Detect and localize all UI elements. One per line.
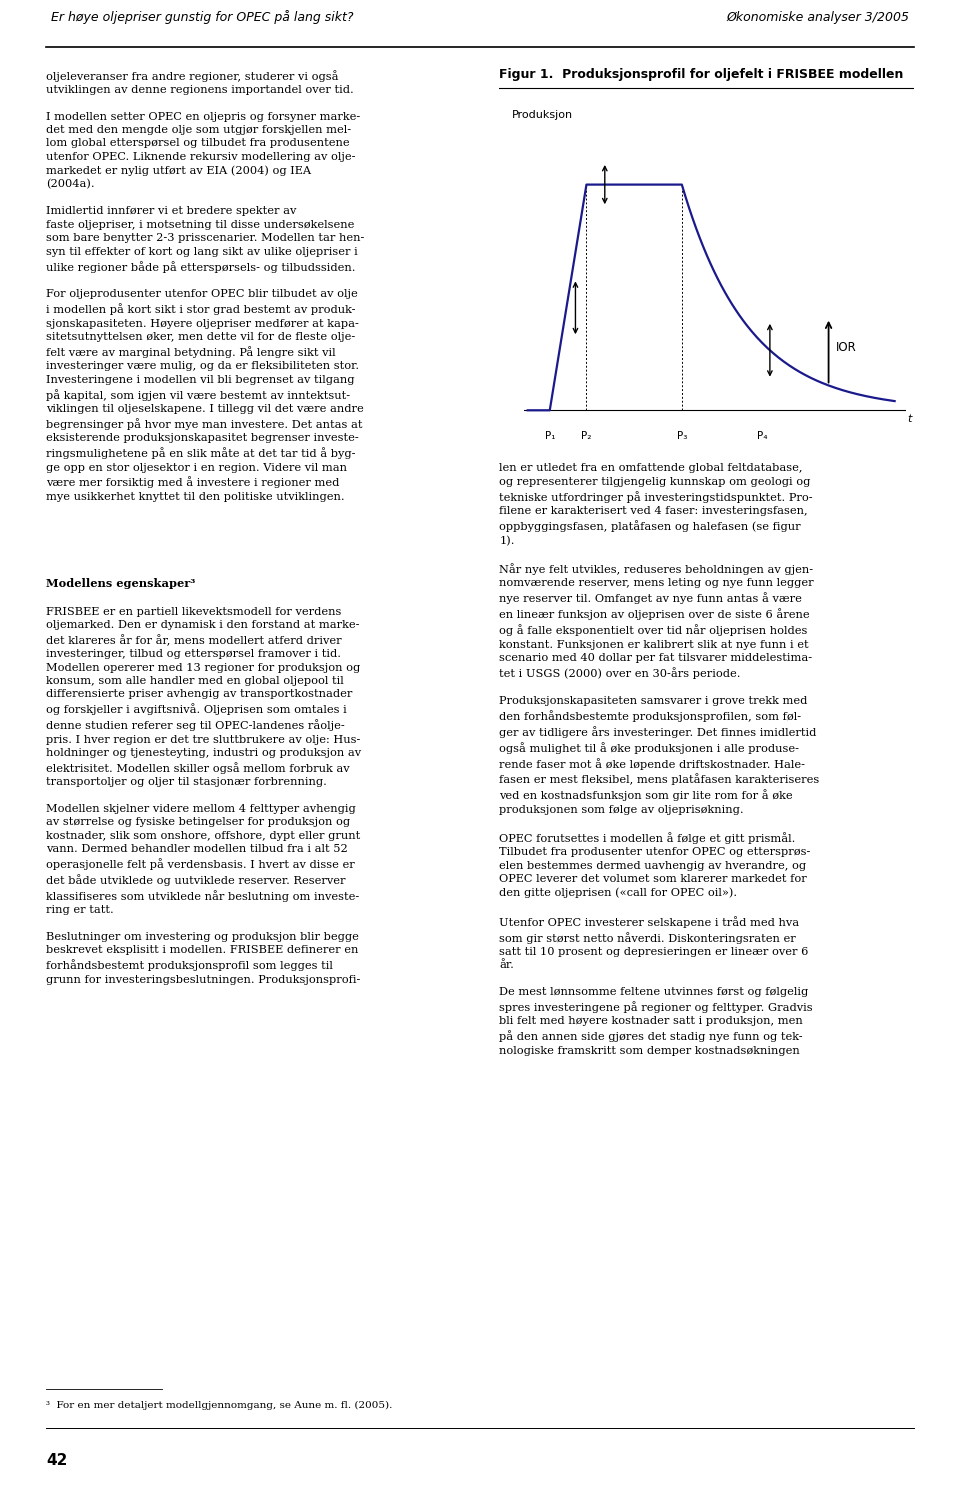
Text: Er høye oljepriser gunstig for OPEC på lang sikt?: Er høye oljepriser gunstig for OPEC på l… (51, 10, 353, 24)
Text: oljeleveranser fra andre regioner, studerer vi også
utviklingen av denne regione: oljeleveranser fra andre regioner, stude… (46, 70, 365, 502)
Text: P₃: P₃ (677, 431, 687, 441)
Text: IOR: IOR (836, 340, 856, 353)
Text: len er utledet fra en omfattende global feltdatabase,
og representerer tilgjenge: len er utledet fra en omfattende global … (499, 463, 820, 1056)
Text: Økonomiske analyser 3/2005: Økonomiske analyser 3/2005 (726, 10, 909, 24)
Text: P₁: P₁ (544, 431, 555, 441)
Text: FRISBEE er en partiell likevektsmodell for verdens
oljemarked. Den er dynamisk i: FRISBEE er en partiell likevektsmodell f… (46, 607, 361, 985)
Text: t: t (907, 414, 912, 425)
Text: Produksjon: Produksjon (512, 110, 573, 120)
Text: P₄: P₄ (757, 431, 768, 441)
Text: Modellens egenskaper³: Modellens egenskaper³ (46, 578, 196, 588)
Text: 42: 42 (46, 1452, 67, 1469)
Text: P₂: P₂ (581, 431, 591, 441)
Text: ³  For en mer detaljert modellgjennomgang, se Aune m. fl. (2005).: ³ For en mer detaljert modellgjennomgang… (46, 1402, 393, 1411)
Text: Figur 1.  Produksjonsprofil for oljefelt i FRISBEE modellen: Figur 1. Produksjonsprofil for oljefelt … (499, 68, 903, 82)
